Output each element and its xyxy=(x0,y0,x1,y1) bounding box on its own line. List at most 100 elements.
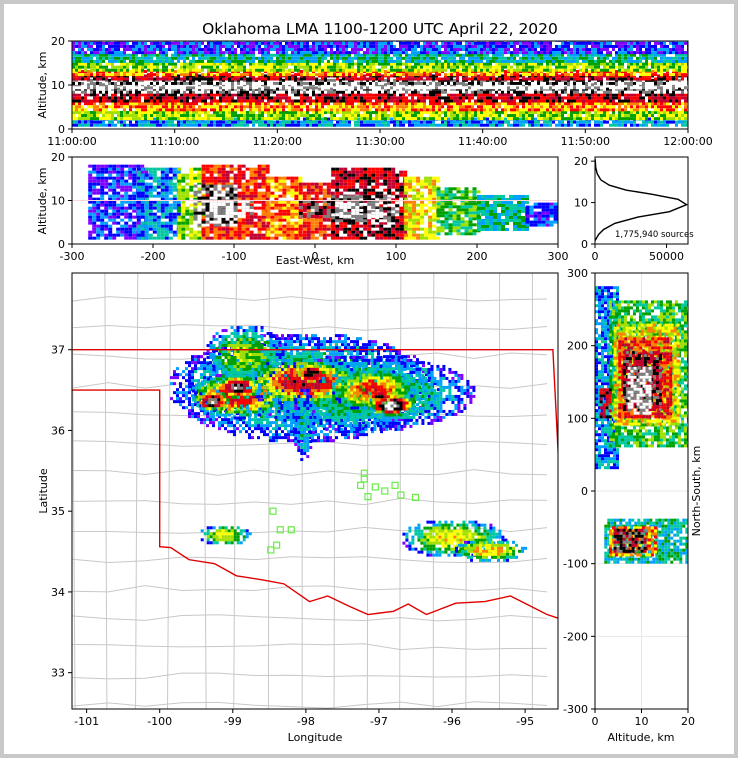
time-height-cell xyxy=(375,59,378,63)
time-height-cell xyxy=(528,65,531,69)
time-height-cell xyxy=(90,90,93,94)
time-height-cell xyxy=(444,90,447,94)
time-height-cell xyxy=(495,105,498,109)
time-height-cell xyxy=(324,62,327,66)
time-height-cell xyxy=(549,77,552,81)
time-height-cell xyxy=(159,68,162,72)
time-height-cell xyxy=(417,73,420,77)
time-height-cell xyxy=(159,48,162,52)
time-height-cell xyxy=(282,114,285,118)
time-height-cell xyxy=(399,86,402,90)
time-height-cell xyxy=(399,53,402,57)
time-height-cell xyxy=(75,53,78,57)
time-height-cell xyxy=(93,77,96,81)
time-height-cell xyxy=(252,77,255,81)
time-height-cell xyxy=(129,48,132,52)
time-height-cell xyxy=(258,108,261,112)
time-height-cell xyxy=(207,86,210,90)
time-height-cell xyxy=(309,96,312,100)
time-height-cell xyxy=(267,108,270,112)
time-height-cell xyxy=(165,51,168,55)
time-height-cell xyxy=(408,117,411,121)
time-height-cell xyxy=(339,78,342,82)
time-height-cell xyxy=(189,62,192,66)
time-height-cell xyxy=(240,110,243,114)
time-height-cell xyxy=(111,44,114,48)
time-height-cell xyxy=(483,41,486,45)
time-height-cell xyxy=(315,114,318,118)
time-height-cell xyxy=(354,123,357,127)
time-height-cell xyxy=(498,53,501,57)
time-height-cell xyxy=(561,41,564,45)
time-height-cell xyxy=(345,108,348,112)
time-height-cell xyxy=(486,77,489,81)
time-height-cell xyxy=(150,120,153,124)
time-height-cell xyxy=(528,86,531,90)
time-height-cell xyxy=(84,114,87,118)
time-height-cell xyxy=(528,120,531,124)
time-height-cell xyxy=(243,90,246,94)
time-height-cell xyxy=(459,81,462,85)
time-height-cell xyxy=(216,108,219,112)
time-height-cell xyxy=(558,120,561,124)
time-height-cell xyxy=(126,62,129,66)
time-height-cell xyxy=(198,117,201,121)
time-height-cell xyxy=(264,68,267,72)
time-height-cell xyxy=(111,81,114,85)
time-height-cell xyxy=(72,56,75,60)
time-height-cell xyxy=(159,51,162,55)
time-height-cell xyxy=(495,83,498,87)
time-height-cell xyxy=(462,68,465,72)
time-height-cell xyxy=(471,44,474,48)
time-height-cell xyxy=(129,62,132,66)
time-height-cell xyxy=(249,53,252,57)
time-height-cell xyxy=(111,108,114,112)
time-height-cell xyxy=(420,51,423,55)
time-height-cell xyxy=(102,48,105,52)
time-height-cell xyxy=(213,105,216,109)
time-height-cell xyxy=(426,59,429,63)
time-height-cell xyxy=(282,86,285,90)
time-height-cell xyxy=(552,90,555,94)
time-height-cell xyxy=(450,93,453,97)
time-height-cell xyxy=(468,51,471,55)
time-height-cell xyxy=(414,99,417,103)
time-height-cell xyxy=(531,56,534,60)
time-height-cell xyxy=(228,93,231,97)
time-height-cell xyxy=(561,108,564,112)
time-height-cell xyxy=(558,117,561,121)
time-height-cell xyxy=(378,59,381,63)
time-height-cell xyxy=(204,62,207,66)
time-height-cell xyxy=(189,53,192,57)
time-height-cell xyxy=(363,59,366,63)
time-height-cell xyxy=(459,123,462,127)
time-height-cell xyxy=(459,120,462,124)
time-height-cell xyxy=(204,110,207,114)
time-height-cell xyxy=(483,48,486,52)
time-height-cell xyxy=(183,105,186,109)
time-height-cell xyxy=(492,123,495,127)
time-height-cell xyxy=(297,53,300,57)
time-height-cell xyxy=(474,56,477,60)
time-height-cell xyxy=(492,108,495,112)
time-height-cell xyxy=(312,123,315,127)
time-height-cell xyxy=(198,62,201,66)
time-height-cell xyxy=(351,117,354,121)
time-height-cell xyxy=(87,90,90,94)
time-height-cell xyxy=(354,110,357,114)
time-height-cell xyxy=(429,73,432,77)
time-height-cell xyxy=(408,120,411,124)
time-height-cell xyxy=(543,110,546,114)
time-height-cell xyxy=(531,68,534,72)
time-height-cell xyxy=(285,96,288,100)
time-height-cell xyxy=(549,93,552,97)
time-height-cell xyxy=(156,90,159,94)
time-height-cell xyxy=(75,86,78,90)
time-height-cell xyxy=(468,99,471,103)
time-height-cell xyxy=(333,110,336,114)
time-height-cell xyxy=(531,81,534,85)
time-height-cell xyxy=(387,102,390,106)
time-height-cell xyxy=(537,44,540,48)
time-height-cell xyxy=(267,90,270,94)
time-height-cell xyxy=(423,90,426,94)
